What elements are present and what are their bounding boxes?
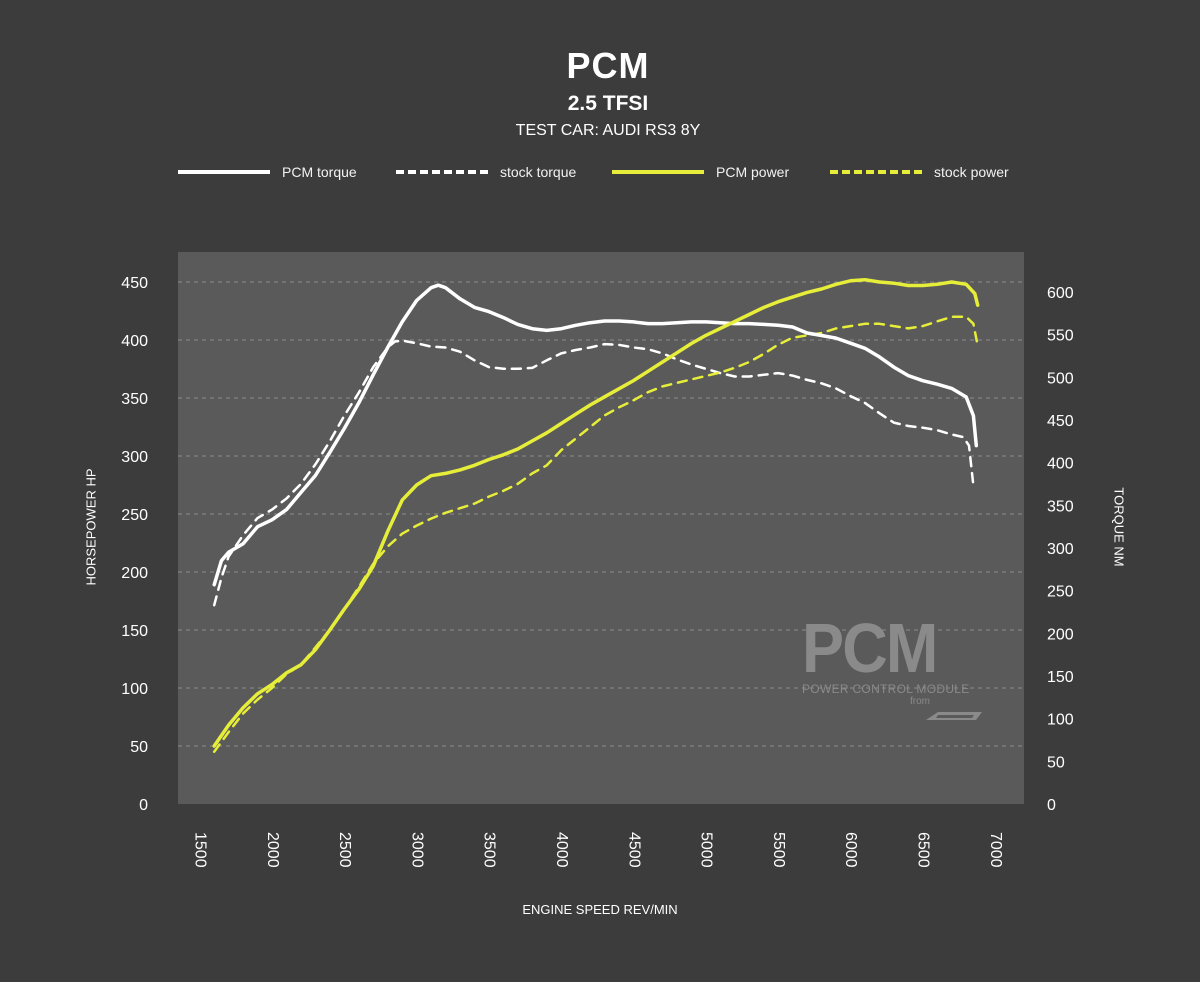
y-right-tick-label: 50 (1047, 754, 1065, 771)
legend-label-pcm-power: PCM power (716, 164, 790, 180)
y-right-tick-label: 450 (1047, 413, 1074, 430)
y-right-tick-label: 600 (1047, 285, 1074, 302)
x-tick-label: 2500 (336, 832, 353, 868)
y-right-tick-label: 250 (1047, 584, 1074, 601)
legend-label-pcm-torque: PCM torque (282, 164, 357, 180)
y-right-tick-label: 200 (1047, 626, 1074, 643)
y-left-axis-label: HORSEPOWER HP (83, 468, 98, 585)
y-right-axis-label: TORQUE NM (1112, 487, 1127, 566)
y-right-tick-label: 100 (1047, 712, 1074, 729)
series-line-pcm-power (212, 277, 980, 748)
chart-title: PCM (566, 45, 650, 86)
legend-swatch-pcm-torque (178, 170, 270, 174)
y-right-tick-label: 150 (1047, 669, 1074, 686)
title-block: PCM 2.5 TFSI TEST CAR: AUDI RS3 8Y (0, 44, 1200, 142)
y-right-tick-label: 550 (1047, 328, 1074, 345)
legend-item-pcm-torque: PCM torque (178, 160, 357, 184)
x-tick-label: 3500 (481, 832, 498, 868)
y-left-tick-label: 450 (121, 275, 148, 292)
y-right-tick-label: 300 (1047, 541, 1074, 558)
y-left-tick-label: 50 (130, 739, 148, 756)
series-line-pcm-torque (212, 283, 979, 587)
y-right-tick-label: 500 (1047, 370, 1074, 387)
x-tick-label: 5000 (698, 832, 715, 868)
y-right-tick-label: 0 (1047, 797, 1056, 814)
chart-subtitle: 2.5 TFSI (567, 92, 649, 115)
x-tick-label: 4000 (553, 832, 570, 868)
plot-area (178, 252, 1024, 804)
legend-item-stock-torque: stock torque (396, 160, 576, 184)
x-axis-label: ENGINE SPEED REV/MIN (522, 902, 677, 917)
y-left-tick-label: 350 (121, 391, 148, 408)
y-left-tick-label: 400 (121, 333, 148, 350)
legend-item-stock-power: stock power (830, 160, 1009, 184)
x-tick-label: 6000 (842, 832, 859, 868)
y-left-tick-label: 150 (121, 623, 148, 640)
legend: PCM torque stock torque PCM power stock … (0, 160, 1200, 184)
x-tick-label: 7000 (987, 832, 1004, 868)
x-tick-label: 5500 (770, 832, 787, 868)
x-tick-label: 1500 (191, 832, 208, 868)
y-left-tick-label: 200 (121, 565, 148, 582)
x-tick-label: 4500 (625, 832, 642, 868)
y-left-tick-label: 100 (121, 681, 148, 698)
y-right-tick-label: 350 (1047, 498, 1074, 515)
test-car-label: TEST CAR: AUDI RS3 8Y (515, 122, 701, 139)
legend-swatch-stock-torque (396, 170, 488, 174)
legend-label-stock-power: stock power (934, 164, 1009, 180)
x-tick-label: 2000 (264, 832, 281, 868)
legend-swatch-pcm-power (612, 170, 704, 174)
x-tick-label: 3000 (408, 832, 425, 868)
x-tick-label: 6500 (915, 832, 932, 868)
legend-swatch-stock-power (830, 170, 922, 174)
legend-item-pcm-power: PCM power (612, 160, 789, 184)
y-left-tick-label: 250 (121, 507, 148, 524)
y-left-tick-label: 0 (139, 797, 148, 814)
y-right-tick-label: 400 (1047, 456, 1074, 473)
legend-label-stock-torque: stock torque (500, 164, 577, 180)
y-left-tick-label: 300 (121, 449, 148, 466)
series-line-stock-torque (212, 339, 975, 607)
